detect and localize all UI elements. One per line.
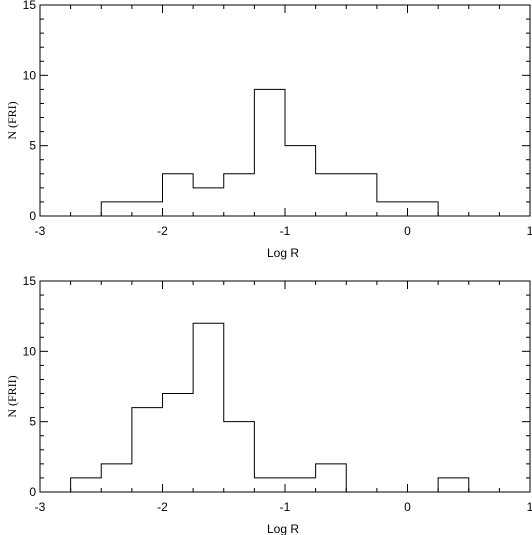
y-tick-label: 10	[23, 68, 37, 82]
y-tick-label: 5	[29, 415, 36, 429]
y-axis-label: N (FRI)	[5, 101, 19, 139]
x-tick-label: -3	[35, 500, 46, 514]
x-tick-label: -2	[157, 224, 168, 238]
panel-fri: 0 5 10 15 -3 -2 -1 0 1 Log R N (FRI)	[5, 0, 532, 260]
x-tick-label: -1	[280, 500, 291, 514]
x-tick-label: -3	[35, 224, 46, 238]
panel-frii: 0 5 10 15 -3 -2 -1 0 1 Log R N (FRII)	[5, 274, 532, 535]
y-tick-label: 15	[23, 0, 37, 12]
y-tick-label: 0	[29, 209, 36, 223]
x-tick-label: -2	[157, 500, 168, 514]
x-tick-label: 0	[404, 500, 411, 514]
y-axis-label: N (FRII)	[5, 375, 19, 417]
y-tick-label: 0	[29, 485, 36, 499]
histogram-bar	[285, 146, 316, 216]
x-ticks: -3 -2 -1 0 1	[35, 5, 532, 238]
x-tick-label: 1	[527, 224, 532, 238]
histogram-bar	[285, 478, 316, 492]
histogram-bar	[224, 174, 255, 216]
histogram-bar	[346, 174, 377, 216]
histogram-bar	[132, 202, 163, 216]
histogram-bar	[316, 174, 347, 216]
x-tick-label: 0	[404, 224, 411, 238]
histogram-bar	[408, 202, 439, 216]
histogram-bar	[254, 478, 285, 492]
y-tick-label: 5	[29, 139, 36, 153]
histogram-bar	[193, 188, 224, 216]
histogram-bar	[377, 202, 408, 216]
histogram-bar	[438, 478, 469, 492]
histogram-bar	[101, 202, 132, 216]
y-ticks: 0 5 10 15	[23, 0, 530, 223]
x-axis-label: Log R	[267, 246, 299, 260]
histogram-bar	[163, 174, 194, 216]
histogram-bar	[316, 464, 347, 492]
histogram-bar	[193, 323, 224, 492]
y-tick-label: 10	[23, 344, 37, 358]
x-tick-label: -1	[280, 224, 291, 238]
histogram-outline	[40, 88, 530, 217]
y-ticks: 0 5 10 15	[23, 274, 530, 499]
histogram-bar	[132, 408, 163, 492]
histogram-bar	[254, 89, 285, 216]
x-tick-label: 1	[527, 500, 532, 514]
histogram-bar	[101, 464, 132, 492]
histogram-bar	[224, 422, 255, 492]
plot-frame	[39, 280, 531, 493]
x-ticks: -3 -2 -1 0 1	[35, 281, 532, 514]
y-tick-label: 15	[23, 274, 37, 288]
histogram-outline	[40, 322, 530, 493]
histogram-bars	[71, 323, 469, 492]
histogram-bar	[71, 478, 102, 492]
histogram-bars	[101, 89, 438, 216]
histogram-bar	[163, 394, 194, 492]
x-axis-label: Log R	[267, 522, 299, 535]
